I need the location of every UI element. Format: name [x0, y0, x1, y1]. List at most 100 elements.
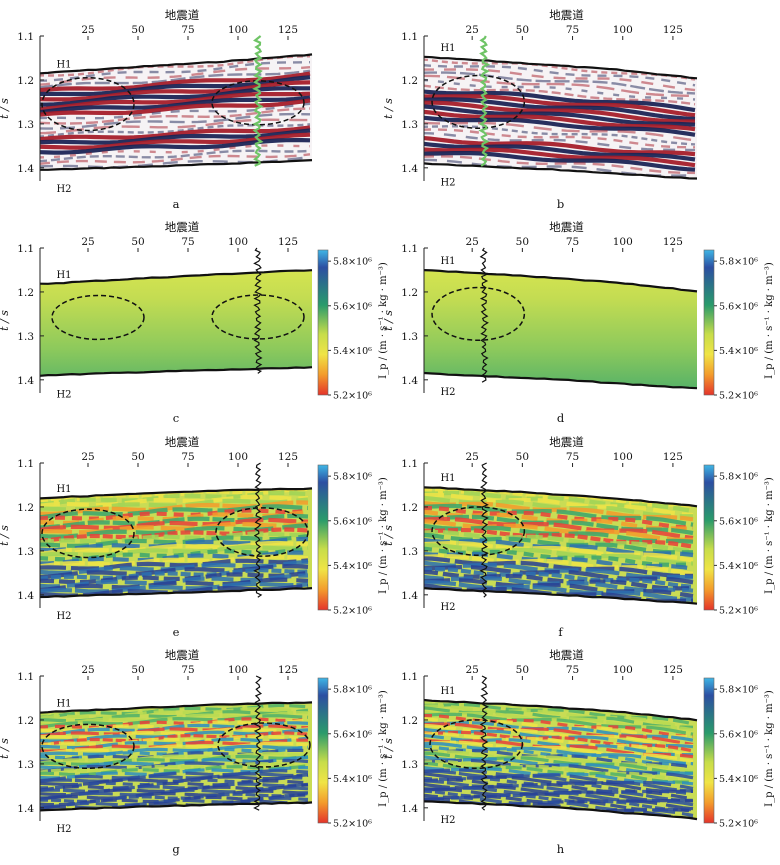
- impedance-layer: [40, 772, 309, 783]
- impedance-layer: [424, 704, 694, 729]
- impedance-layer: [40, 494, 309, 509]
- x-axis-title: 地震道: [549, 648, 584, 662]
- horizon-line-h1: [39, 701, 313, 714]
- colorbar-tick-label: 5.4×10⁶: [719, 561, 758, 572]
- seismic-event: [424, 68, 696, 92]
- colorbar-tick-label: 5.2×10⁶: [333, 819, 372, 830]
- seismic-event: [424, 115, 696, 137]
- x-tick-label: 75: [566, 236, 579, 248]
- x-tick-label: 25: [465, 24, 478, 36]
- horizon-line-h2: [40, 159, 313, 171]
- impedance-layer: [424, 567, 694, 589]
- x-tick-label: 125: [663, 664, 683, 676]
- y-axis-title: t / s: [382, 525, 395, 546]
- y-tick-label: 1.1: [401, 458, 418, 470]
- impedance-layer: [40, 581, 309, 594]
- panel-f: H1 H2 1.1 1.2 1.3 1.4 25 50 75 100 125 地震道 t / s f 5.8…: [382, 435, 775, 639]
- seismic-event: [40, 107, 311, 125]
- colorbar-tick-label: 5.8×10⁶: [719, 685, 758, 696]
- horizon-line-h2: [423, 800, 698, 821]
- panel-caption: d: [557, 411, 565, 425]
- colorbar-tick-label: 5.2×10⁶: [719, 819, 758, 830]
- seismic-event: [40, 71, 311, 93]
- horizon-line-h1: [39, 269, 313, 285]
- y-tick-label: 1.4: [401, 590, 418, 602]
- section-body: [40, 270, 312, 376]
- y-tick-label: 1.4: [17, 590, 34, 602]
- impedance-field: [40, 270, 312, 376]
- panel-caption: e: [173, 625, 180, 639]
- impedance-layer: [424, 564, 694, 585]
- impedance-layer: [40, 789, 308, 801]
- horizon-label-h2: H2: [56, 184, 71, 195]
- y-axis-title: t / s: [0, 738, 11, 759]
- impedance-layer: [40, 703, 309, 720]
- horizon-label-h2: H2: [56, 824, 71, 835]
- y-tick-label: 1.3: [401, 119, 418, 131]
- x-tick-label: 25: [81, 24, 94, 36]
- impedance-layer: [40, 504, 309, 520]
- horizon-label-h1: H1: [440, 686, 455, 697]
- horizon-label-h2: H2: [440, 815, 455, 826]
- x-tick-label: 50: [131, 664, 144, 676]
- impedance-layer: [40, 724, 309, 738]
- colorbar: [703, 677, 715, 824]
- colorbar: [703, 249, 715, 396]
- well-log-curve: [478, 35, 491, 167]
- panel-caption: f: [558, 625, 563, 639]
- y-tick-label: 1.2: [17, 75, 34, 87]
- impedance-layer: [424, 721, 694, 742]
- y-tick-label: 1.2: [401, 287, 418, 299]
- x-tick-label: 125: [278, 451, 298, 463]
- impedance-layer: [424, 714, 694, 738]
- horizon-label-h2: H2: [440, 602, 455, 613]
- target-ellipse: [51, 294, 145, 341]
- impedance-layer: [40, 782, 309, 793]
- x-tick-label: 125: [278, 24, 298, 36]
- impedance-layer: [424, 769, 694, 793]
- colorbar-tick-label: 5.4×10⁶: [719, 346, 758, 357]
- seismic-event: [40, 61, 311, 82]
- impedance-layer: [424, 712, 694, 736]
- y-tick-label: 1.4: [17, 375, 34, 387]
- horizon-label-h2: H2: [56, 611, 71, 622]
- y-axis-title: t / s: [382, 738, 395, 759]
- target-ellipse: [215, 507, 309, 557]
- target-ellipse: [429, 719, 524, 770]
- seismic-event: [40, 102, 311, 120]
- impedance-layer: [40, 517, 309, 533]
- seismic-event: [40, 69, 311, 89]
- y-axis-title: t / s: [0, 310, 11, 331]
- seismic-event: [40, 132, 311, 150]
- section-body: [424, 487, 697, 604]
- impedance-layer: [424, 580, 694, 602]
- horizon-line-h2: [39, 801, 313, 812]
- seismic-event: [40, 149, 311, 163]
- impedance-layer: [424, 722, 694, 746]
- colorbar-title: I_p / (m · s⁻¹ · kg · m⁻³): [378, 477, 389, 594]
- horizon-line-h1: [39, 53, 313, 75]
- impedance-layer: [40, 758, 309, 773]
- x-tick-label: 75: [181, 451, 194, 463]
- colorbar-tick-label: 5.8×10⁶: [719, 472, 758, 483]
- panel-d: H1 H2 1.1 1.2 1.3 1.4 25 50 75 100 125 地震道 t / s d 5.8…: [382, 220, 775, 425]
- target-ellipse: [431, 74, 526, 130]
- y-axis-title: t / s: [0, 98, 11, 119]
- impedance-layer: [40, 714, 309, 729]
- impedance-layer: [424, 741, 694, 766]
- y-tick-label: 1.4: [401, 375, 418, 387]
- panel-caption: b: [557, 197, 564, 211]
- impedance-layer: [40, 563, 309, 580]
- seismic-event: [424, 131, 696, 152]
- colorbar-tick-label: 5.8×10⁶: [333, 257, 372, 268]
- horizon-line-h2: [423, 162, 698, 180]
- y-tick-label: 1.4: [17, 803, 34, 815]
- seismic-event: [424, 100, 696, 124]
- impedance-layer: [40, 544, 309, 558]
- impedance-layer: [40, 773, 309, 787]
- well-log-curve: [479, 675, 489, 811]
- impedance-layer: [424, 530, 694, 553]
- well-log-curve: [253, 462, 263, 598]
- impedance-layer: [424, 503, 694, 527]
